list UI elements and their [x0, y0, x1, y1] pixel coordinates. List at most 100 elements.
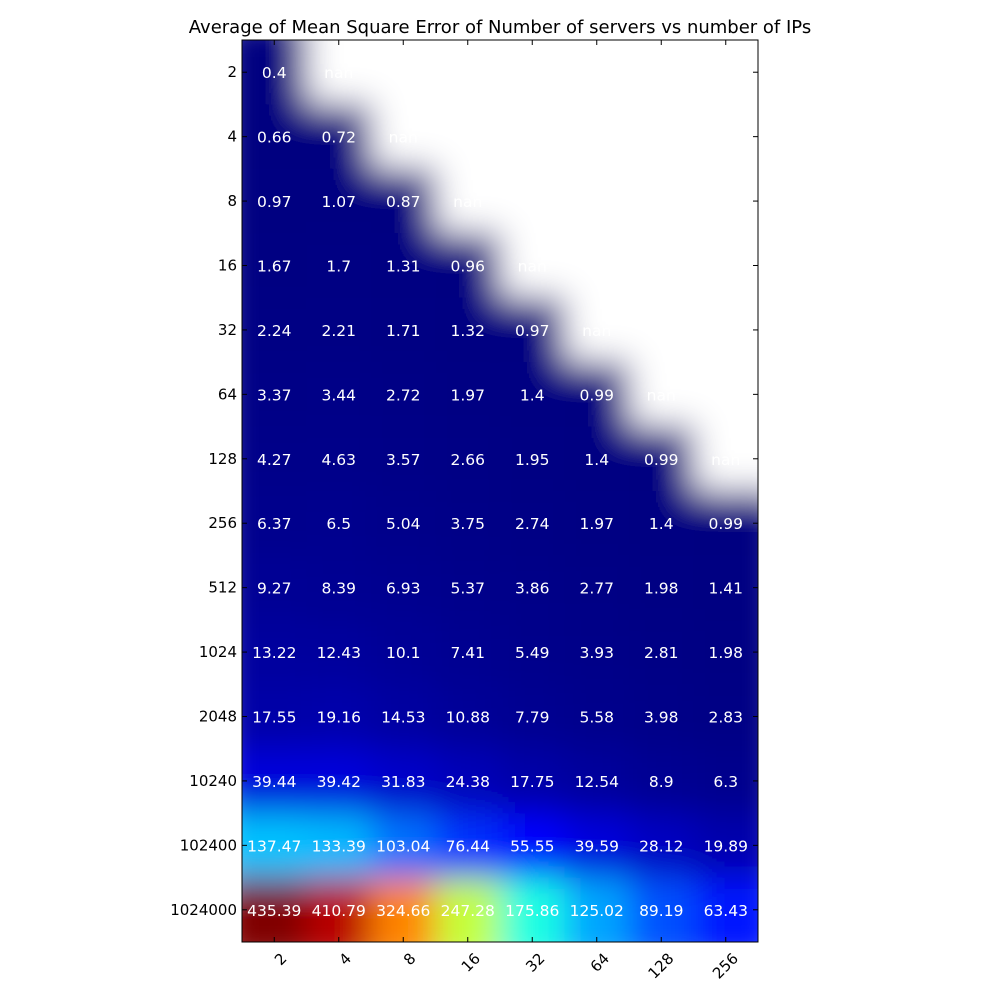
- heatmap-cell: [242, 877, 307, 942]
- heatmap-cell: [629, 40, 694, 105]
- cell-label: 2.77: [579, 580, 614, 598]
- cell-label: 324.66: [376, 902, 430, 920]
- heatmap-cell: [500, 362, 565, 428]
- cell-label: 10.88: [446, 709, 490, 727]
- cell-label: 14.53: [381, 709, 425, 727]
- y-tick-label: 4: [227, 128, 237, 146]
- heatmap-cell: [435, 104, 501, 170]
- heatmap-cell: [564, 877, 630, 942]
- x-tick-label: 64: [587, 950, 613, 976]
- cell-label: 1.4: [584, 451, 609, 469]
- y-tick-label: 1024: [199, 643, 237, 661]
- cell-label-nan: nan: [647, 64, 676, 82]
- heatmap-cell: [242, 362, 307, 428]
- heatmap-cell: [306, 813, 372, 879]
- cell-label: 0.99: [708, 515, 743, 533]
- heatmap-cell: [435, 684, 501, 750]
- heatmap-cell: [629, 555, 694, 621]
- cell-label-nan: nan: [711, 129, 740, 147]
- cell-label: 2.66: [450, 451, 485, 469]
- cell-label: 4.27: [257, 451, 292, 469]
- x-tick-label: 2: [271, 950, 290, 969]
- cell-label: 2.83: [708, 709, 743, 727]
- heatmap-cell: [500, 104, 565, 170]
- cell-label: 5.04: [386, 515, 421, 533]
- heatmap-cell: [306, 748, 372, 814]
- cell-label: 0.72: [321, 129, 356, 147]
- cell-label-nan: nan: [518, 129, 547, 147]
- cell-label: 19.16: [317, 709, 361, 727]
- cell-label: 7.79: [515, 709, 550, 727]
- cell-label-nan: nan: [518, 193, 547, 211]
- heatmap-cell: [693, 813, 758, 879]
- heatmap-cell: [500, 233, 565, 299]
- heatmap-cell: [242, 426, 307, 492]
- cell-label: 3.93: [579, 644, 614, 662]
- heatmap-cell: [371, 491, 436, 556]
- heatmap-cell: [564, 426, 630, 492]
- cell-label-nan: nan: [711, 451, 740, 469]
- heatmap-cell: [371, 813, 436, 879]
- heatmap-cell: [693, 168, 758, 234]
- heatmap-cell: [435, 813, 501, 879]
- cell-label-nan: nan: [582, 129, 611, 147]
- heatmap-cell: [629, 619, 694, 685]
- heatmap-cell: [306, 684, 372, 750]
- heatmap-cell: [564, 168, 630, 234]
- heatmap-cell: [306, 619, 372, 685]
- cell-label: 13.22: [252, 644, 296, 662]
- heatmap-cell: [564, 40, 630, 105]
- cell-label: 0.96: [450, 258, 485, 276]
- heatmap-cell: [435, 362, 501, 428]
- heatmap-cell: [564, 748, 630, 814]
- heatmap-cell: [435, 748, 501, 814]
- heatmap-cell: [500, 555, 565, 621]
- cell-label: 0.99: [644, 451, 679, 469]
- cell-label: 8.39: [321, 580, 356, 598]
- heatmap-cell: [693, 555, 758, 621]
- cell-label: 1.7: [326, 258, 351, 276]
- cell-label-nan: nan: [582, 193, 611, 211]
- y-tick-label: 10240: [189, 772, 237, 790]
- heatmap-cells: [242, 40, 758, 942]
- x-tick-label: 32: [522, 950, 548, 976]
- heatmap-cell: [500, 168, 565, 234]
- heatmap-cell: [629, 362, 694, 428]
- cell-label: 1.95: [515, 451, 550, 469]
- cell-label: 1.4: [520, 386, 545, 404]
- cell-label: 4.63: [321, 451, 356, 469]
- heatmap-cell: [371, 619, 436, 685]
- heatmap-cell: [306, 362, 372, 428]
- cell-label: 63.43: [704, 902, 748, 920]
- cell-label: 3.44: [321, 386, 356, 404]
- x-tick-label: 4: [336, 950, 355, 969]
- y-tick-label: 1024000: [170, 901, 237, 919]
- heatmap-cell: [371, 40, 436, 105]
- cell-label: 55.55: [510, 837, 554, 855]
- heatmap-cell: [629, 168, 694, 234]
- cell-label: 3.57: [386, 451, 421, 469]
- cell-label-nan: nan: [389, 64, 418, 82]
- heatmap-cell: [242, 813, 307, 879]
- y-tick-label: 16: [218, 257, 237, 275]
- heatmap-cell: [693, 426, 758, 492]
- plot-frame: [241, 39, 759, 943]
- heatmap-cell: [306, 491, 372, 556]
- cell-label-nan: nan: [647, 193, 676, 211]
- x-tick-label: 16: [458, 950, 484, 976]
- cell-label: 1.41: [708, 580, 743, 598]
- heatmap-cell: [435, 491, 501, 556]
- heatmap-cell: [693, 40, 758, 105]
- heatmap-cell: [242, 104, 307, 170]
- cell-label: 1.4: [649, 515, 674, 533]
- heatmap-cell: [564, 619, 630, 685]
- heatmap-cell: [306, 297, 372, 363]
- cell-labels: 0.4 nan nan nan nan nan nan nan 0.66 0.72 nan nan na…: [247, 64, 748, 920]
- heatmap-cell: [564, 233, 630, 299]
- heatmap-cell: [500, 297, 565, 363]
- heatmap-cell: [435, 233, 501, 299]
- heatmap-cell: [629, 684, 694, 750]
- cell-label: 2.21: [321, 322, 356, 340]
- cell-label: 6.5: [326, 515, 351, 533]
- cell-label: 12.54: [575, 773, 619, 791]
